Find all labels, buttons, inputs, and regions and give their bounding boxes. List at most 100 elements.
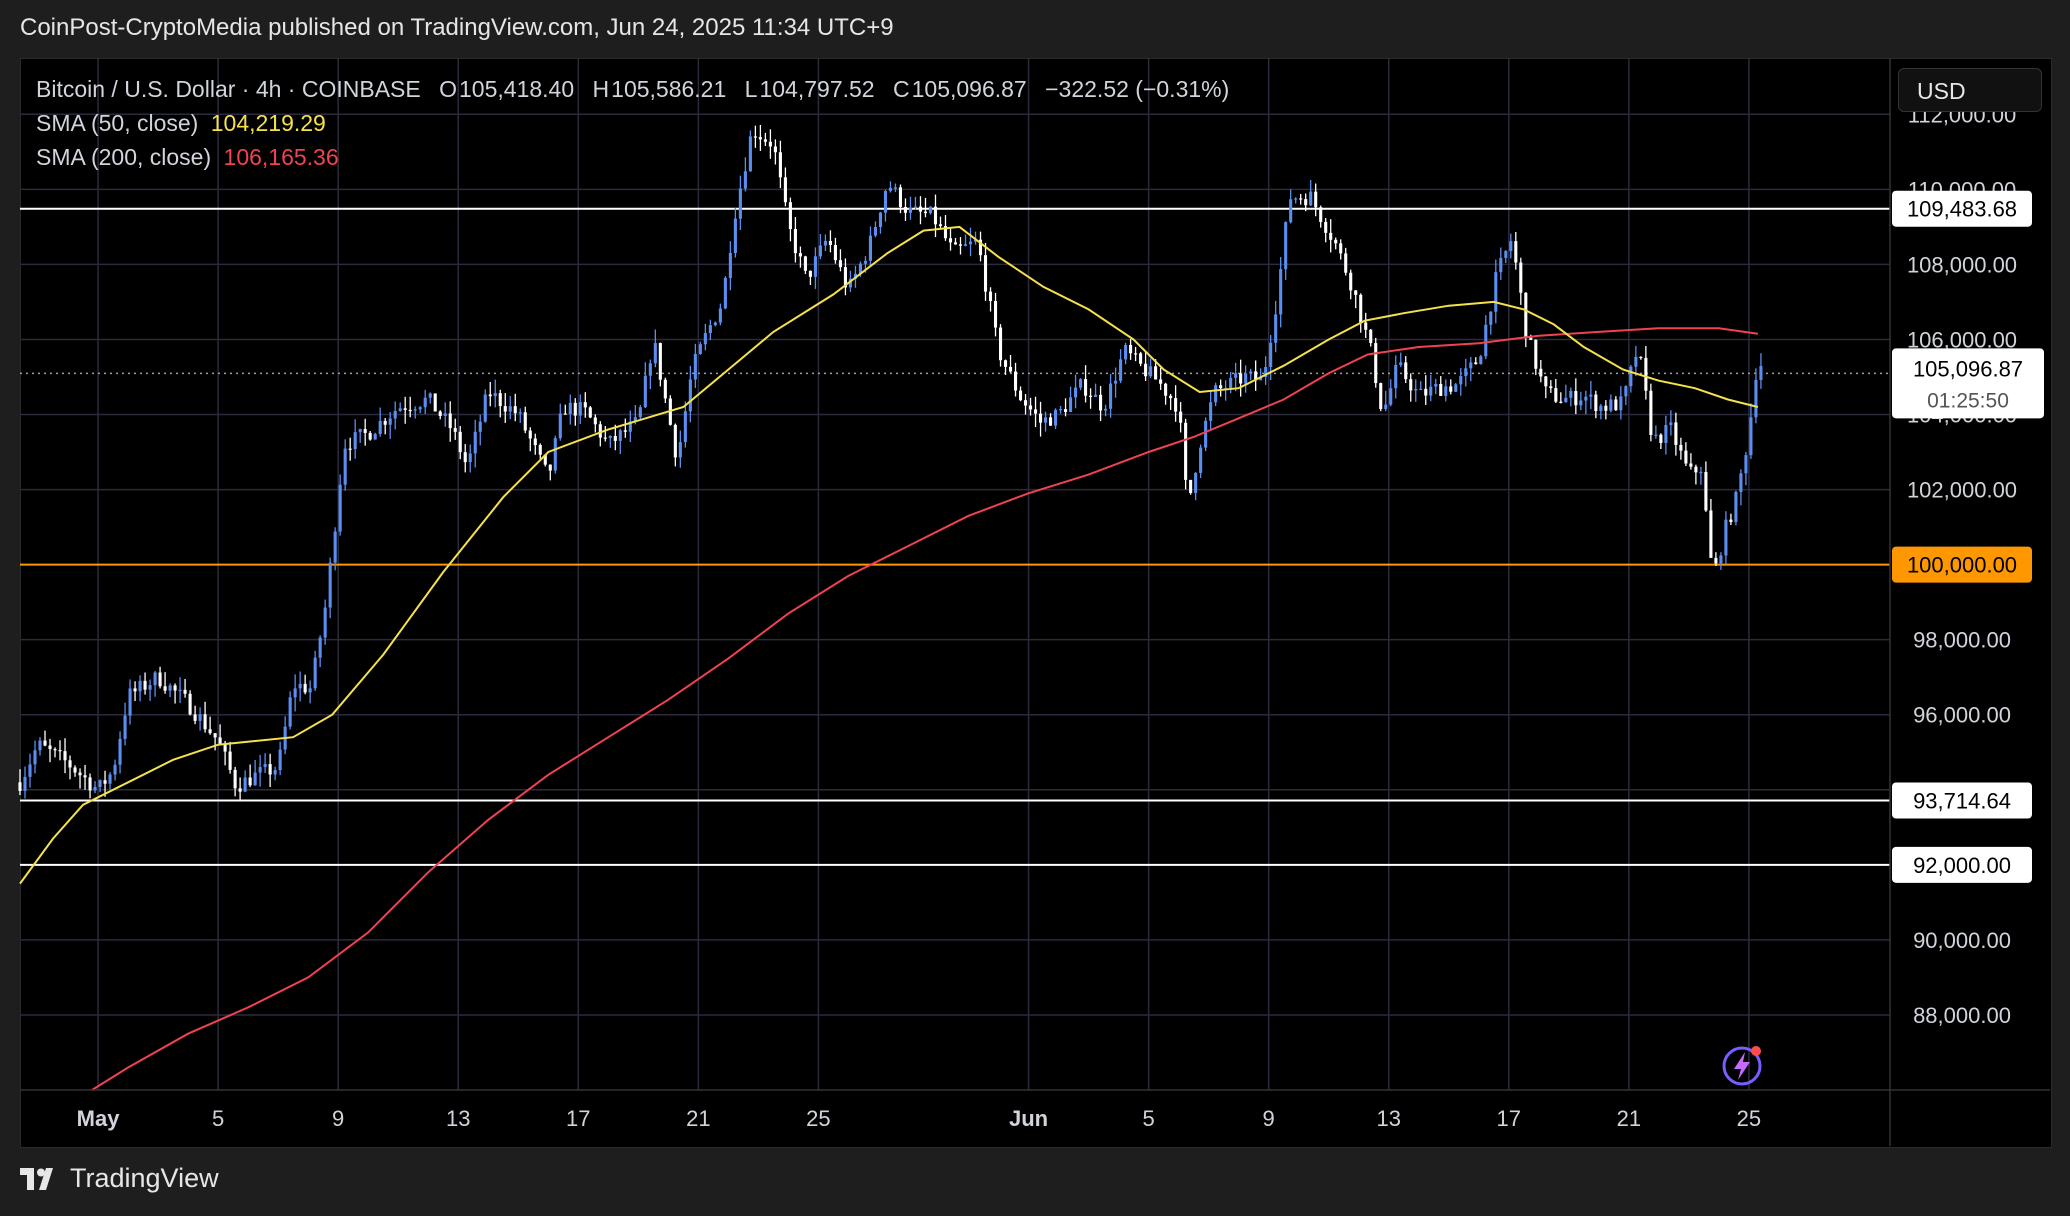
candle-body: [583, 402, 587, 408]
time-axis[interactable]: May 5 9 13 17 21 25 Jun 5 9 13 17 21 25: [77, 1106, 1762, 1131]
candle-body: [1334, 239, 1338, 244]
chart-legend: Bitcoin / U.S. Dollar · 4h · COINBASE O1…: [36, 72, 1229, 174]
candle-body: [238, 788, 242, 792]
legend-high-key: H: [592, 76, 610, 102]
candle-body: [1119, 359, 1123, 381]
candle-body: [838, 260, 842, 268]
candle-body: [1359, 294, 1363, 323]
candle-body: [1584, 396, 1588, 401]
candle-body: [1129, 344, 1133, 354]
legend-low-value: 104,797.52: [759, 76, 875, 102]
legend-sma200-value: 106,165.36: [223, 144, 339, 170]
candle-body: [558, 413, 562, 439]
candle-body: [1109, 383, 1113, 409]
legend-close-value: 105,096.87: [911, 76, 1027, 102]
candle-body: [343, 448, 347, 485]
candle-body: [1114, 380, 1118, 384]
candle-body: [1414, 388, 1418, 391]
candle-body: [723, 277, 727, 309]
candle-body: [443, 413, 447, 417]
legend-open-value: 105,418.40: [459, 76, 575, 102]
candle-body: [1159, 379, 1163, 384]
currency-button[interactable]: USD: [1898, 68, 2042, 112]
candle-body: [988, 291, 993, 301]
candle-body: [648, 363, 652, 376]
candle-body: [1384, 404, 1388, 410]
candle-body: [1104, 408, 1108, 411]
time-tick-label: 13: [1376, 1106, 1400, 1131]
candle-body: [168, 685, 172, 691]
candle-body: [393, 410, 397, 419]
candle-body: [1269, 342, 1273, 367]
candle-body: [468, 453, 472, 463]
candle-body: [273, 770, 277, 775]
candle-body: [1509, 241, 1513, 252]
candle-body: [803, 256, 807, 271]
candle-body: [1719, 555, 1723, 564]
candle-body: [713, 322, 717, 326]
candle-body: [1529, 337, 1533, 340]
level-price-text: 100,000.00: [1907, 553, 2017, 578]
candle-body: [293, 688, 297, 698]
candle-body: [868, 235, 873, 261]
candle-body: [1539, 368, 1543, 377]
candle-body: [608, 435, 612, 439]
price-tick-label: 96,000.00: [1913, 703, 2011, 728]
current-price-text: 105,096.87: [1913, 356, 2023, 381]
candle-body: [1199, 447, 1203, 473]
candle-body: [213, 733, 217, 738]
lightning-stream-icon[interactable]: [1718, 1042, 1766, 1090]
candle-body: [658, 343, 662, 380]
legend-close-key: C: [892, 76, 910, 102]
candle-body: [913, 206, 918, 208]
legend-sma200-row[interactable]: SMA (200, close) 106,165.36: [36, 140, 1229, 174]
candle-body: [1704, 471, 1708, 511]
candle-body: [848, 278, 852, 288]
candle-body: [578, 402, 582, 416]
candle-body: [918, 206, 923, 212]
candle-body: [1289, 199, 1293, 223]
legend-sma50-row[interactable]: SMA (50, close) 104,219.29: [36, 106, 1229, 140]
time-tick-label: 5: [212, 1106, 224, 1131]
candle-body: [708, 325, 712, 334]
candle-body: [1699, 471, 1703, 474]
candle-body: [1059, 409, 1063, 411]
chart-frame[interactable]: [20, 58, 2052, 1148]
candle-body: [1664, 425, 1668, 443]
candle-body: [1684, 450, 1688, 464]
candle-body: [1369, 329, 1373, 344]
candle-body: [173, 685, 177, 691]
candle-body: [1404, 362, 1408, 380]
candle-body: [1639, 356, 1643, 359]
candle-body: [128, 688, 132, 716]
candle-body: [1424, 388, 1428, 396]
level-price-tag: [1892, 846, 2032, 883]
candle-body: [973, 239, 978, 242]
time-tick-label: 5: [1142, 1106, 1154, 1131]
candle-body: [1674, 422, 1678, 445]
candle-body: [188, 693, 192, 715]
price-tick-label: 106,000.00: [1907, 327, 2017, 352]
candle-body: [303, 683, 307, 693]
legend-change: −322.52 (−0.31%): [1045, 76, 1230, 102]
candle-body: [733, 218, 737, 254]
candle-body: [1754, 379, 1758, 418]
candle-body: [928, 206, 933, 214]
candle-body: [1134, 353, 1138, 355]
legend-symbol: Bitcoin / U.S. Dollar · 4h · COINBASE: [36, 76, 421, 102]
tradingview-brand[interactable]: TradingView: [20, 1163, 219, 1194]
candle-body: [828, 240, 832, 245]
candle-body: [158, 672, 162, 687]
candle-body: [313, 657, 317, 689]
candle-body: [573, 402, 577, 416]
candle-body: [228, 751, 232, 770]
candle-body: [938, 224, 943, 227]
candle-body: [268, 764, 272, 775]
candle-body: [543, 454, 547, 465]
candle-body: [1033, 409, 1038, 414]
candle-body: [1449, 386, 1453, 392]
candle-body: [1379, 383, 1383, 410]
candle-body: [118, 738, 122, 765]
candle-body: [1559, 401, 1563, 403]
